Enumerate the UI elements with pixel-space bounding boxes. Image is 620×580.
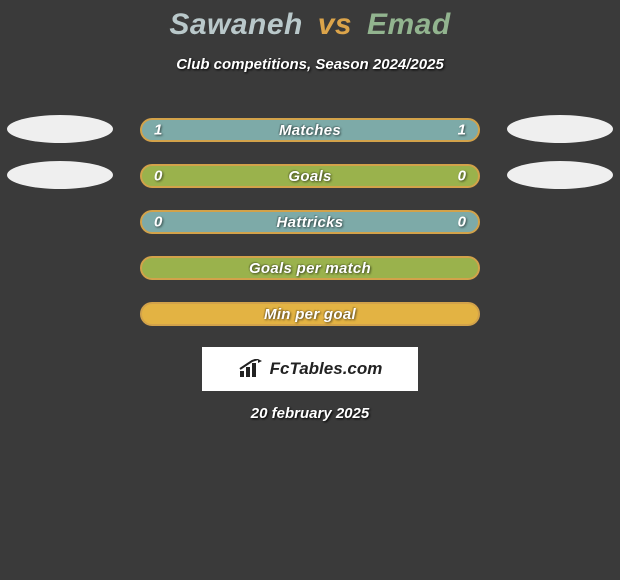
stat-label: Matches (279, 122, 341, 139)
player1-name: Sawaneh (169, 8, 303, 41)
stat-label: Goals per match (249, 260, 371, 277)
comparison-title: Sawaneh vs Emad (0, 8, 620, 42)
logo-text: FcTables.com (270, 359, 383, 379)
stat-bar-matches: 1 Matches 1 (140, 118, 480, 142)
badge-left (7, 161, 113, 189)
row-matches: 1 Matches 1 (0, 107, 620, 153)
subtitle: Club competitions, Season 2024/2025 (0, 56, 620, 73)
stat-label: Min per goal (264, 306, 356, 323)
stat-right-value: 0 (458, 168, 466, 185)
stat-left-value: 0 (154, 214, 162, 231)
stat-right-value: 1 (458, 122, 466, 139)
stat-label: Goals (288, 168, 331, 185)
row-min-per-goal: Min per goal (0, 291, 620, 337)
stat-label: Hattricks (277, 214, 344, 231)
comparison-card: Sawaneh vs Emad Club competitions, Seaso… (0, 0, 620, 422)
logo: FcTables.com (238, 359, 383, 379)
row-goals: 0 Goals 0 (0, 153, 620, 199)
stat-bar-hattricks: 0 Hattricks 0 (140, 210, 480, 234)
stat-bar-mpg: Min per goal (140, 302, 480, 326)
player2-name: Emad (367, 8, 451, 41)
badge-left (7, 115, 113, 143)
row-goals-per-match: Goals per match (0, 245, 620, 291)
badge-right (507, 115, 613, 143)
stat-bar-gpm: Goals per match (140, 256, 480, 280)
stat-right-value: 0 (458, 214, 466, 231)
stat-rows: 1 Matches 1 0 Goals 0 0 Hattricks 0 (0, 107, 620, 337)
vs-label: vs (318, 8, 352, 41)
stat-left-value: 1 (154, 122, 162, 139)
date: 20 february 2025 (0, 405, 620, 422)
stat-bar-goals: 0 Goals 0 (140, 164, 480, 188)
badge-right (507, 161, 613, 189)
stat-left-value: 0 (154, 168, 162, 185)
chart-icon (238, 359, 264, 379)
row-hattricks: 0 Hattricks 0 (0, 199, 620, 245)
logo-box: FcTables.com (202, 347, 418, 391)
